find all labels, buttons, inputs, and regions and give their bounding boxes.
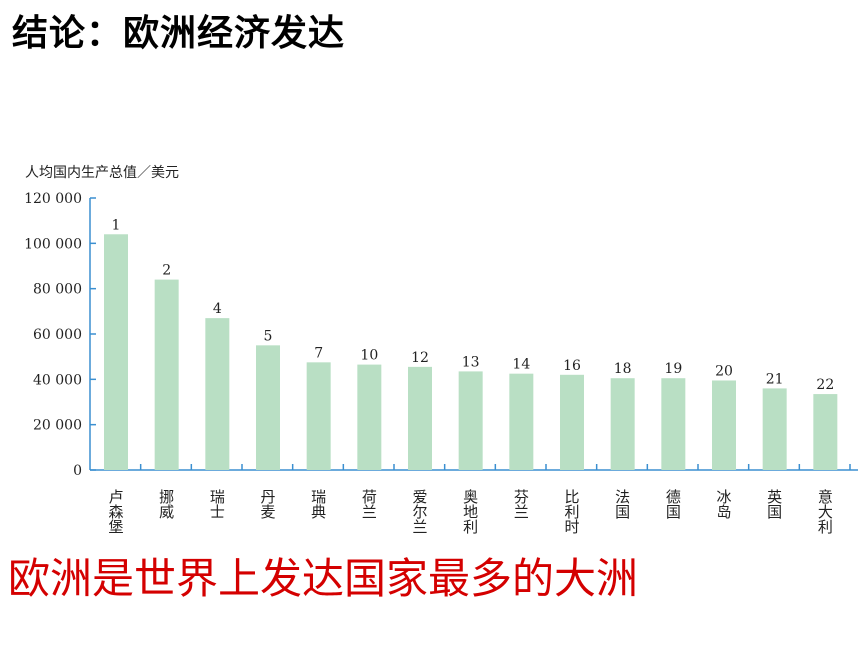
y-tick-label: 40 000 — [33, 372, 82, 388]
bar — [357, 364, 382, 470]
rank-label: 18 — [614, 361, 632, 377]
rank-label: 7 — [314, 345, 323, 361]
category-label: 英国 — [767, 488, 782, 521]
bar — [762, 388, 787, 470]
y-tick-label: 0 — [73, 463, 82, 479]
bar — [509, 373, 534, 470]
category-label: 意大利 — [818, 488, 833, 536]
category-label: 芬兰 — [514, 488, 529, 521]
rank-label: 21 — [766, 371, 784, 387]
category-label: 爱尔兰 — [412, 488, 427, 536]
bar — [154, 279, 179, 470]
y-tick-label: 60 000 — [33, 327, 82, 343]
y-tick-label: 20 000 — [33, 418, 82, 434]
category-label: 挪威 — [159, 488, 174, 521]
rank-label: 16 — [563, 358, 581, 374]
rank-label: 22 — [816, 377, 834, 393]
rank-label: 5 — [264, 328, 273, 344]
category-label: 冰岛 — [716, 488, 731, 521]
y-tick-label: 120 000 — [24, 191, 82, 207]
category-label: 丹麦 — [260, 488, 275, 521]
bar — [306, 362, 331, 470]
category-label: 法国 — [615, 488, 630, 521]
conclusion-text: 欧洲是世界上发达国家最多的大洲 — [8, 554, 639, 603]
bar — [813, 394, 838, 470]
category-label: 德国 — [666, 488, 681, 521]
category-label: 奥地利 — [463, 488, 478, 536]
bar — [560, 374, 584, 470]
bar — [610, 378, 635, 470]
rank-label: 13 — [462, 354, 480, 370]
y-tick-label: 80 000 — [33, 282, 82, 298]
rank-label: 2 — [162, 263, 171, 279]
bar — [256, 345, 280, 470]
bar — [661, 378, 686, 470]
gdp-bar-chart: 人均国内生产总值／美元 0 20 000 40 000 60 000 80 000 100 … — [24, 165, 858, 536]
rank-label: 1 — [112, 217, 121, 233]
rank-label: 4 — [213, 301, 222, 317]
category-label: 比利时 — [564, 488, 579, 536]
rank-label: 12 — [411, 350, 429, 366]
bar — [104, 234, 128, 470]
category-label: 荷兰 — [362, 488, 377, 521]
category-label: 卢森堡 — [108, 488, 123, 536]
rank-label: 19 — [664, 361, 682, 377]
category-label: 瑞士 — [210, 488, 225, 521]
bar — [408, 366, 432, 470]
y-axis-label: 人均国内生产总值／美元 — [25, 165, 179, 181]
rank-label: 10 — [360, 348, 378, 364]
page-heading: 结论：欧洲经济发达 — [12, 13, 346, 54]
rank-label: 20 — [715, 363, 733, 379]
category-label: 瑞典 — [311, 488, 326, 521]
rank-label: 14 — [512, 357, 530, 373]
y-tick-label: 100 000 — [24, 236, 82, 252]
bar — [712, 380, 736, 470]
bar — [205, 318, 230, 470]
bar — [458, 371, 483, 470]
